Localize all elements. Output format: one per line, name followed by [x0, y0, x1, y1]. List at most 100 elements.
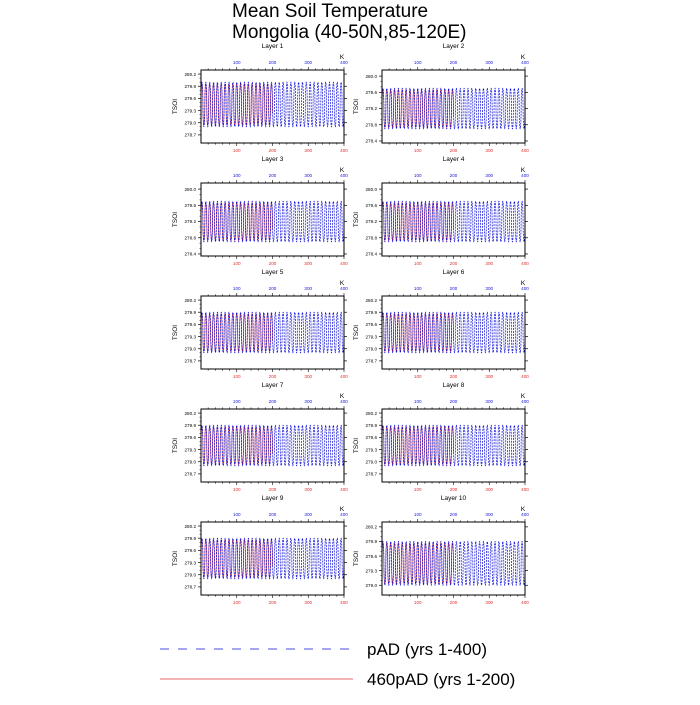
unit-label: K [521, 506, 526, 513]
x-tick-label-top: 100 [414, 512, 422, 517]
x-tick-label-bottom: 400 [340, 487, 348, 492]
series-460pAD-line [200, 539, 273, 578]
y-tick-label: 279.0 [366, 346, 378, 351]
y-tick-label: 279.6 [185, 322, 197, 327]
x-tick-label-bottom: 100 [233, 487, 241, 492]
unit-label: K [340, 280, 345, 287]
x-tick-label-top: 300 [485, 512, 493, 517]
y-tick-label: 279.6 [366, 203, 378, 208]
series-pAD-line [200, 424, 345, 467]
y-tick-label: 280.2 [366, 298, 378, 303]
panel-title: Layer 1 [262, 43, 284, 50]
y-axis-label: TSOI [172, 99, 179, 114]
legend-item-AD460: 460pAD (yrs 1-200) [160, 670, 515, 689]
y-axis-label: TSOI [172, 212, 179, 227]
x-tick-label-bottom: 300 [485, 374, 493, 379]
unit-label: K [340, 167, 345, 174]
x-tick-label-bottom: 300 [485, 148, 493, 153]
series-pAD-line [200, 311, 345, 354]
x-tick-label-bottom: 300 [485, 261, 493, 266]
y-tick-label: 279.9 [185, 84, 197, 89]
y-tick-label: 279.3 [185, 447, 197, 452]
y-tick-label: 279.0 [366, 459, 378, 464]
y-axis-label: TSOI [353, 438, 360, 453]
y-tick-label: 278.4 [185, 252, 197, 257]
series-460pAD-line [381, 313, 454, 352]
x-tick-label-bottom: 400 [340, 261, 348, 266]
x-tick-label-top: 300 [304, 173, 312, 178]
x-tick-label-top: 200 [269, 512, 277, 517]
x-tick-label-top: 100 [414, 399, 422, 404]
x-tick-label-top: 200 [450, 286, 458, 291]
x-tick-label-top: 400 [340, 399, 348, 404]
x-tick-label-top: 200 [269, 399, 277, 404]
x-tick-label-bottom: 100 [414, 374, 422, 379]
panel-layer-8: Layer 8 K TSOI 280.2 279.9 279.6 279.3 279.0 278… [353, 382, 529, 492]
unit-label: K [521, 167, 526, 174]
y-tick-label: 280.0 [366, 187, 378, 192]
series-pAD-line [381, 200, 526, 243]
legend-label-pAD: pAD (yrs 1-400) [367, 640, 487, 659]
y-axis-label: TSOI [353, 551, 360, 566]
y-axis-label: TSOI [353, 325, 360, 340]
x-tick-label-top: 400 [340, 60, 348, 65]
y-tick-label: 279.0 [185, 572, 197, 577]
y-tick-label: 279.0 [185, 459, 197, 464]
y-tick-label: 279.6 [185, 435, 197, 440]
panel-title: Layer 6 [443, 269, 465, 276]
series-460pAD-line [381, 202, 454, 241]
series-pAD-line [381, 87, 526, 130]
y-axis-label: TSOI [172, 551, 179, 566]
x-tick-label-top: 300 [304, 286, 312, 291]
x-tick-label-top: 100 [233, 399, 241, 404]
x-tick-label-bottom: 400 [340, 374, 348, 379]
y-tick-label: 278.8 [366, 122, 378, 127]
y-tick-label: 280.2 [366, 525, 378, 530]
panel-layer-6: Layer 6 K TSOI 280.2 279.9 279.6 279.3 279.0 278… [353, 269, 529, 379]
panel-title: Layer 9 [262, 495, 284, 502]
x-tick-label-top: 300 [485, 173, 493, 178]
x-tick-label-bottom: 300 [304, 374, 312, 379]
x-tick-label-bottom: 100 [414, 487, 422, 492]
series-460pAD-line [200, 426, 273, 465]
x-tick-label-bottom: 300 [304, 261, 312, 266]
x-tick-label-top: 300 [304, 512, 312, 517]
series-pAD-line [200, 537, 345, 580]
panel-layer-1: Layer 1 K TSOI 280.2 279.9 279.6 279.3 279.0 278… [172, 43, 348, 153]
x-tick-label-bottom: 200 [450, 148, 458, 153]
x-tick-label-top: 100 [233, 286, 241, 291]
x-tick-label-bottom: 200 [269, 148, 277, 153]
x-tick-label-top: 400 [340, 173, 348, 178]
x-tick-label-bottom: 200 [450, 487, 458, 492]
x-tick-label-top: 100 [233, 60, 241, 65]
y-tick-label: 280.2 [185, 411, 197, 416]
y-tick-label: 278.7 [366, 359, 378, 364]
x-tick-label-bottom: 100 [233, 600, 241, 605]
y-axis-label: TSOI [172, 438, 179, 453]
x-tick-label-bottom: 200 [269, 600, 277, 605]
panel-layer-7: Layer 7 K TSOI 280.2 279.9 279.6 279.3 279.0 278… [172, 382, 348, 492]
x-tick-label-top: 100 [233, 173, 241, 178]
x-tick-label-top: 400 [521, 60, 529, 65]
x-tick-label-bottom: 200 [269, 374, 277, 379]
y-tick-label: 279.0 [185, 346, 197, 351]
x-tick-label-top: 200 [269, 286, 277, 291]
x-tick-label-bottom: 200 [269, 261, 277, 266]
legend-item-pAD: pAD (yrs 1-400) [160, 640, 487, 659]
series-pAD-line [381, 424, 526, 467]
y-tick-label: 279.9 [366, 423, 378, 428]
y-tick-label: 279.2 [185, 219, 197, 224]
x-tick-label-top: 200 [269, 60, 277, 65]
panel-title: Layer 8 [443, 382, 465, 389]
x-tick-label-top: 400 [340, 512, 348, 517]
panel-title: Layer 5 [262, 269, 284, 276]
y-tick-label: 278.7 [185, 472, 197, 477]
chart-title-line-1: Mean Soil Temperature [232, 1, 428, 22]
x-tick-label-bottom: 200 [269, 487, 277, 492]
series-460pAD-line [200, 313, 273, 352]
x-tick-label-top: 100 [414, 60, 422, 65]
series-pAD-line [200, 81, 345, 128]
panel-title: Layer 4 [443, 156, 465, 163]
